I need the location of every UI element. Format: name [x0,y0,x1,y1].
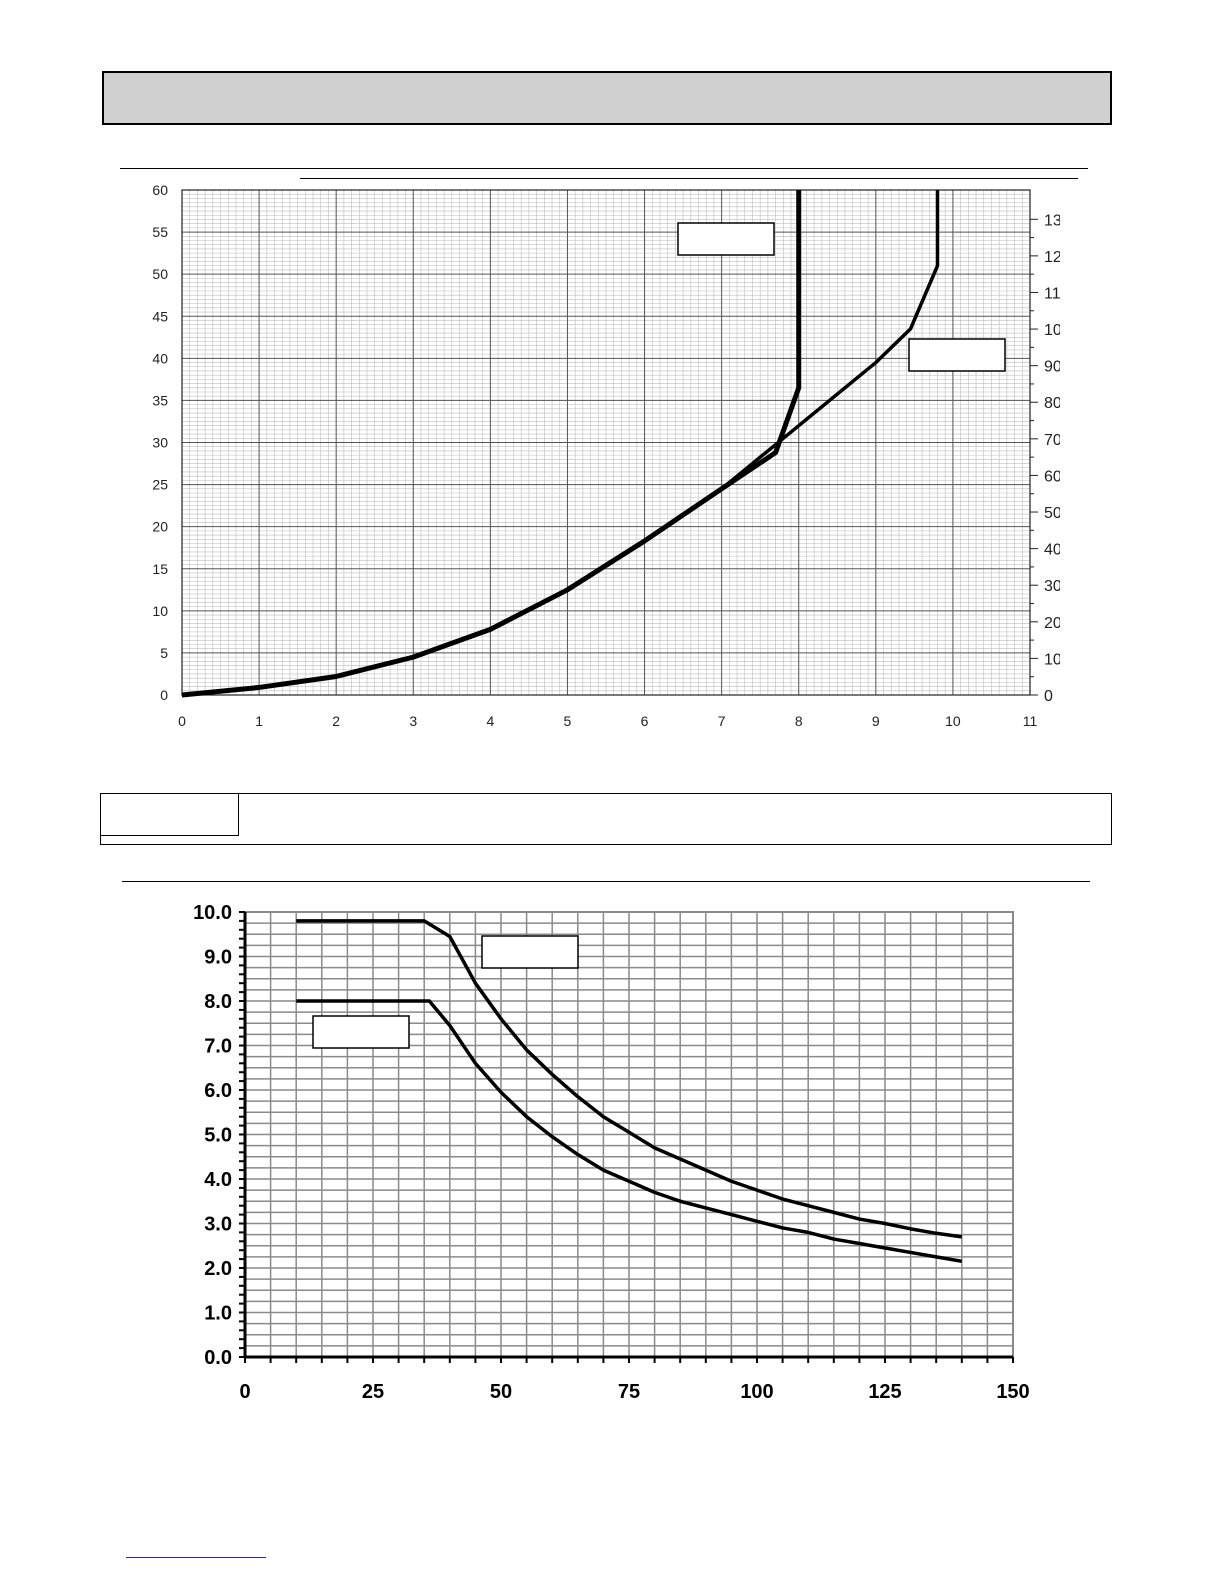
chart2-top-rule [122,881,1090,882]
y-tick-label: 9.0 [204,947,232,969]
x-tick-label: 1 [255,713,263,729]
y-tick-label: 6.0 [204,1080,232,1102]
y-tick-label: 60 [152,182,168,198]
y-tick-label: 0.0 [204,1347,232,1369]
y2-tick-label: 130 [1044,212,1060,229]
y-tick-label: 55 [152,224,168,240]
x-tick-label: 25 [362,1381,384,1403]
y-tick-label: 0 [160,687,168,703]
section-header-box [100,793,1112,845]
y2-tick-label: 120 [1044,249,1060,266]
series-1-label-box [481,935,579,969]
y2-tick-label: 0 [1044,688,1053,705]
y-tick-label: 7.0 [204,1036,232,1058]
y-tick-label: 5 [160,645,168,661]
y2-tick-label: 90 [1044,359,1060,376]
x-tick-label: 75 [618,1381,640,1403]
series-1-label-box [677,222,775,256]
y2-tick-label: 60 [1044,468,1060,485]
y2-tick-label: 40 [1044,542,1060,559]
y2-tick-label: 80 [1044,395,1060,412]
chart1-top-rule [120,168,1088,169]
series-line-2 [181,190,940,697]
y-tick-label: 30 [152,435,168,451]
x-tick-label: 7 [718,713,726,729]
y-tick-label: 8.0 [204,991,232,1013]
y2-tick-label: 100 [1044,322,1060,339]
x-tick-label: 0 [178,713,186,729]
x-tick-label: 5 [564,713,572,729]
section-header-bar [102,71,1112,125]
y2-tick-label: 20 [1044,615,1060,632]
chart2-svg: 0 25 50 75 100 125 150 0.0 1.0 2.0 3.0 4.0 5.0 6.0 7.0… [193,902,1030,1403]
x-tick-label: 8 [795,713,803,729]
plot-frame [181,189,1031,696]
series-2-label-box [908,338,1006,372]
y-tick-label: 4.0 [204,1169,232,1191]
y-tick-label: 3.0 [204,1214,232,1236]
chart1-svg: 0 1 2 3 4 5 6 7 8 9 10 1105101520253035404550556001… [152,182,1060,729]
y2-tick-label: 30 [1044,578,1060,595]
x-tick-label: 11 [1023,713,1038,729]
x-tick-label: 0 [239,1381,250,1403]
y-tick-label: 35 [152,392,168,408]
y-tick-label: 50 [152,266,168,282]
y-tick-label: 40 [152,350,168,366]
y2-tick-label: 10 [1044,651,1060,668]
x-tick-label: 150 [996,1381,1029,1403]
x-tick-label: 2 [332,713,340,729]
x-tick-label: 6 [641,713,649,729]
y2-tick-label: 70 [1044,432,1060,449]
section-header-tab [101,794,239,836]
y-tick-label: 1.0 [204,1303,232,1325]
x-tick-label: 100 [740,1381,773,1403]
x-tick-label: 10 [945,713,961,729]
y-tick-label: 5.0 [204,1125,232,1147]
y-tick-label: 20 [152,519,168,535]
x-tick-label: 3 [409,713,417,729]
series-line-2 [296,999,963,1264]
y-tick-label: 2.0 [204,1258,232,1280]
footer-link-underline[interactable] [126,1557,266,1558]
y-tick-label: 45 [152,308,168,324]
y2-tick-label: 50 [1044,505,1060,522]
x-tick-label: 9 [872,713,880,729]
series-line-1 [296,919,963,1239]
y-tick-label: 15 [152,561,168,577]
y2-tick-label: 110 [1044,285,1060,302]
y-tick-label: 10 [152,603,168,619]
x-tick-label: 4 [486,713,494,729]
y-tick-label: 10.0 [193,902,232,924]
y-tick-label: 25 [152,477,168,493]
chart1-sub-rule [300,178,1078,179]
x-tick-label: 125 [868,1381,901,1403]
series-2-label-box [312,1015,410,1049]
x-tick-label: 50 [490,1381,512,1403]
